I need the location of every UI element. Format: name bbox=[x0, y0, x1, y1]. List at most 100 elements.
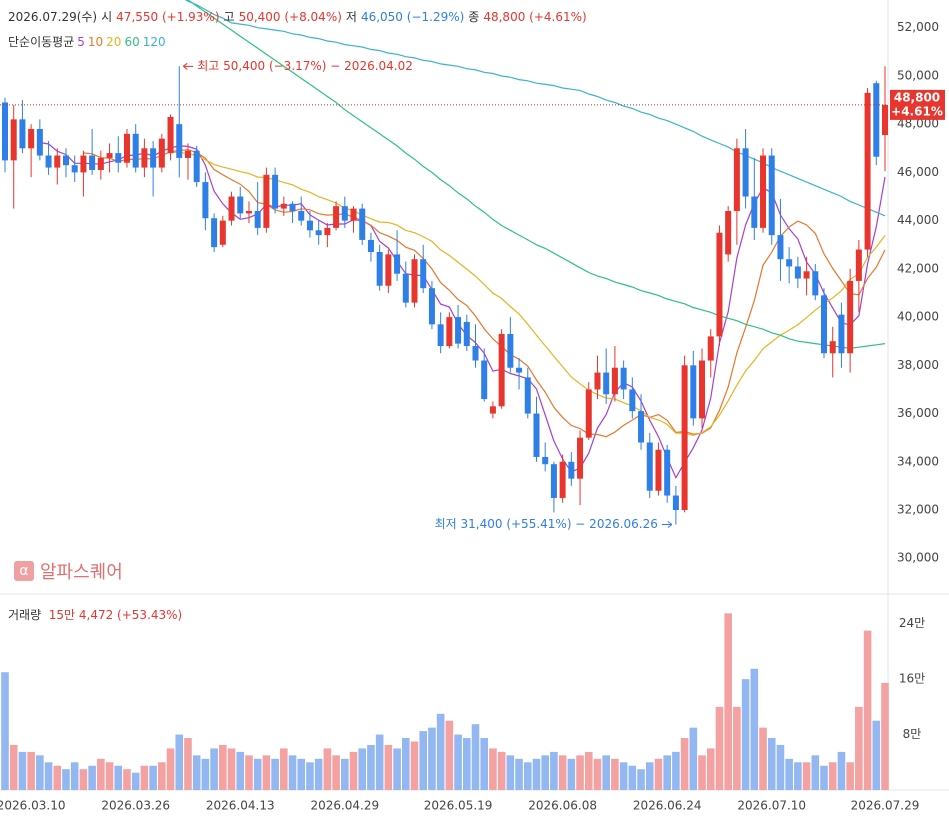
candle-body bbox=[167, 116, 174, 154]
volume-bar bbox=[332, 755, 340, 790]
candle-body bbox=[681, 365, 688, 511]
volume-bar bbox=[166, 748, 175, 790]
volume-bar bbox=[680, 738, 689, 790]
candle-body bbox=[882, 104, 888, 136]
volume-bar bbox=[184, 738, 192, 790]
volume-bar bbox=[611, 758, 619, 790]
volume-bar bbox=[70, 762, 79, 790]
candle-body bbox=[786, 259, 793, 267]
volume-bar bbox=[401, 738, 410, 790]
candle-body bbox=[768, 155, 775, 236]
candle-body bbox=[664, 449, 671, 496]
candle-body bbox=[821, 295, 828, 354]
candle-body bbox=[324, 227, 331, 236]
volume-bar bbox=[550, 751, 558, 790]
volume-pane bbox=[1, 613, 889, 790]
volume-bar bbox=[828, 762, 837, 790]
candle-body bbox=[707, 336, 714, 361]
candle-body bbox=[306, 220, 313, 231]
volume-tick-label: 24만 bbox=[899, 616, 925, 630]
watermark-text: 알파스퀘어 bbox=[40, 562, 123, 583]
candle-body bbox=[812, 271, 819, 296]
annotation-text: 최저 31,400 (+55.41%) − 2026.06.26 bbox=[435, 517, 658, 531]
volume-bar bbox=[358, 748, 367, 790]
header-value: 47,550 (+1.93%) bbox=[116, 10, 220, 24]
volume-bar bbox=[288, 755, 297, 790]
candle-body bbox=[219, 220, 226, 245]
candle-body bbox=[123, 133, 130, 163]
volume-bar bbox=[785, 758, 793, 790]
candle-body bbox=[350, 208, 357, 221]
candle-body bbox=[394, 254, 401, 274]
moving-average-line bbox=[39, 141, 886, 480]
x-tick-label: 2026.05.19 bbox=[424, 799, 493, 813]
volume-bar bbox=[663, 755, 671, 790]
volume-bar bbox=[645, 762, 654, 790]
candle-body bbox=[568, 461, 575, 479]
candle-body bbox=[446, 317, 453, 347]
candle-body bbox=[864, 92, 871, 250]
volume-bar bbox=[532, 758, 541, 790]
header-label: 고 bbox=[223, 10, 235, 24]
volume-bar bbox=[236, 751, 245, 790]
candle-body bbox=[437, 324, 444, 347]
volume-bar bbox=[523, 762, 532, 790]
volume-bar bbox=[210, 748, 218, 790]
volume-bar bbox=[192, 755, 201, 790]
x-tick-label: 2026.03.10 bbox=[0, 799, 65, 813]
x-tick-label: 2026.07.10 bbox=[737, 799, 806, 813]
volume-bar bbox=[428, 727, 436, 790]
candle-body bbox=[359, 208, 366, 240]
volume-bar bbox=[567, 758, 576, 790]
volume-bar bbox=[436, 713, 445, 790]
volume-bar bbox=[349, 751, 358, 790]
candle-body bbox=[193, 150, 200, 183]
candle-body bbox=[176, 124, 183, 158]
volume-bar bbox=[262, 755, 271, 790]
x-tick-label: 2026.04.13 bbox=[206, 799, 275, 813]
axes: 30,000 32,000 34,000 36,000 38,000 40,000 42,0… bbox=[0, 20, 945, 813]
volume-bar bbox=[602, 755, 610, 790]
candle-body bbox=[115, 153, 122, 163]
candle-body bbox=[19, 119, 26, 149]
candle-body bbox=[333, 206, 340, 228]
candle-body bbox=[829, 341, 836, 354]
candle-body bbox=[315, 230, 322, 236]
y-tick-label: 38,000 bbox=[897, 358, 939, 372]
watermark: α 알파스퀘어 bbox=[14, 558, 123, 584]
annotation-text: 최고 50,400 (−3.17%) − 2026.04.02 bbox=[197, 59, 413, 73]
candle-body bbox=[646, 442, 653, 491]
volume-bar bbox=[18, 751, 27, 790]
x-tick-label: 2026.06.08 bbox=[528, 799, 597, 813]
candle-body bbox=[603, 372, 610, 395]
volume-bar bbox=[741, 679, 750, 790]
volume-bar bbox=[593, 758, 602, 790]
candle-body bbox=[507, 333, 514, 368]
volume-bar bbox=[706, 748, 715, 790]
candle-body bbox=[455, 317, 462, 344]
moving-average-line bbox=[170, 151, 886, 437]
volume-bar bbox=[367, 744, 375, 790]
candle-body bbox=[760, 155, 767, 228]
annotation-arrow bbox=[661, 521, 673, 528]
candle-body bbox=[577, 437, 584, 479]
volume-bar bbox=[802, 762, 811, 790]
candle-body bbox=[611, 367, 618, 395]
candle-body bbox=[97, 157, 104, 171]
volume-bar bbox=[123, 769, 131, 790]
volume-bar bbox=[733, 706, 741, 790]
volume-bar bbox=[105, 762, 114, 790]
candle-body bbox=[62, 155, 69, 166]
candle-body bbox=[150, 148, 157, 168]
candle-body bbox=[855, 249, 862, 281]
volume-header: 거래량 15만 4,472 (+53.43%) bbox=[8, 606, 182, 623]
volume-bar bbox=[131, 772, 140, 790]
ma-period: 120 bbox=[142, 35, 166, 49]
header-value: 48,800 (+4.61%) bbox=[483, 10, 587, 24]
candle-body bbox=[838, 314, 845, 354]
candle-body bbox=[45, 155, 52, 168]
volume-bar bbox=[79, 769, 88, 790]
volume-bar bbox=[1, 672, 9, 790]
volume-bar bbox=[881, 682, 889, 790]
